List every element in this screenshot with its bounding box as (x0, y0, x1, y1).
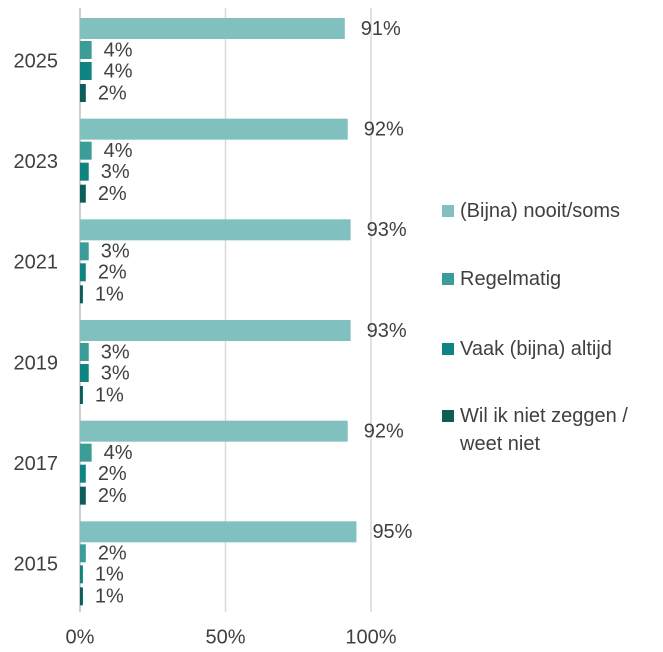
legend-item: Regelmatig (442, 265, 657, 293)
value-label: 2% (98, 82, 127, 104)
bar (80, 464, 86, 483)
value-label: 3% (101, 341, 130, 363)
value-label: 93% (367, 320, 407, 342)
value-label: 4% (104, 442, 133, 464)
y-tick-label: 2023 (14, 151, 59, 173)
value-label: 2% (98, 485, 127, 507)
legend-item: (Bijna) nooit/soms (442, 197, 657, 225)
bar (80, 443, 92, 462)
bar (80, 343, 89, 361)
bar (80, 141, 92, 160)
bar (80, 544, 86, 563)
legend-swatch (442, 343, 454, 355)
value-label: 3% (101, 362, 130, 384)
legend-swatch (442, 410, 454, 422)
value-label: 2% (98, 183, 127, 205)
value-label: 92% (364, 420, 404, 442)
bar (80, 587, 83, 606)
bar (80, 364, 89, 382)
value-label: 92% (364, 118, 404, 140)
legend-swatch (442, 205, 454, 217)
value-label: 4% (104, 39, 133, 61)
bar (80, 285, 83, 304)
legend-label: (Bijna) nooit/soms (460, 200, 621, 222)
value-label: 3% (101, 241, 130, 263)
value-label: 2% (98, 463, 127, 485)
x-tick-label: 100% (345, 626, 396, 648)
bar (80, 386, 83, 404)
legend-swatch (442, 273, 454, 285)
bar (80, 521, 357, 543)
bar (80, 41, 92, 59)
y-tick-label: 2019 (14, 352, 59, 374)
x-tick-label: 50% (205, 626, 245, 648)
y-tick-label: 2025 (14, 50, 59, 72)
bar (80, 18, 345, 39)
value-label: 91% (361, 18, 401, 40)
value-label: 3% (101, 161, 130, 183)
value-label: 95% (372, 521, 412, 543)
legend-item: Vaak (bijna) altijd (442, 335, 657, 363)
y-tick-label: 2017 (14, 453, 59, 475)
bar (80, 420, 348, 442)
x-tick-label: 0% (66, 626, 95, 648)
legend-label: Wil ik niet zeggen / weet niet (460, 405, 628, 455)
value-label: 2% (98, 543, 127, 565)
value-label: 2% (98, 262, 127, 284)
bar (80, 162, 89, 181)
y-tick-label: 2021 (14, 252, 59, 274)
bar (80, 62, 92, 80)
bar (80, 84, 86, 102)
value-label: 1% (95, 586, 124, 608)
bar (80, 486, 86, 505)
legend-item: Wil ik niet zeggen / weet niet (442, 402, 657, 458)
value-label: 4% (104, 140, 133, 162)
bar (80, 242, 89, 261)
value-label: 93% (367, 219, 407, 241)
value-label: 4% (104, 60, 133, 82)
bar (80, 565, 83, 584)
value-label: 1% (95, 564, 124, 586)
bar (80, 118, 348, 140)
bar (80, 219, 351, 241)
bar (80, 320, 351, 341)
bar (80, 184, 86, 203)
legend-label: Vaak (bijna) altijd (460, 338, 612, 360)
value-label: 1% (95, 384, 124, 406)
y-tick-label: 2015 (14, 554, 59, 576)
value-label: 1% (95, 284, 124, 306)
legend-label: Regelmatig (460, 268, 562, 290)
bar (80, 263, 86, 282)
